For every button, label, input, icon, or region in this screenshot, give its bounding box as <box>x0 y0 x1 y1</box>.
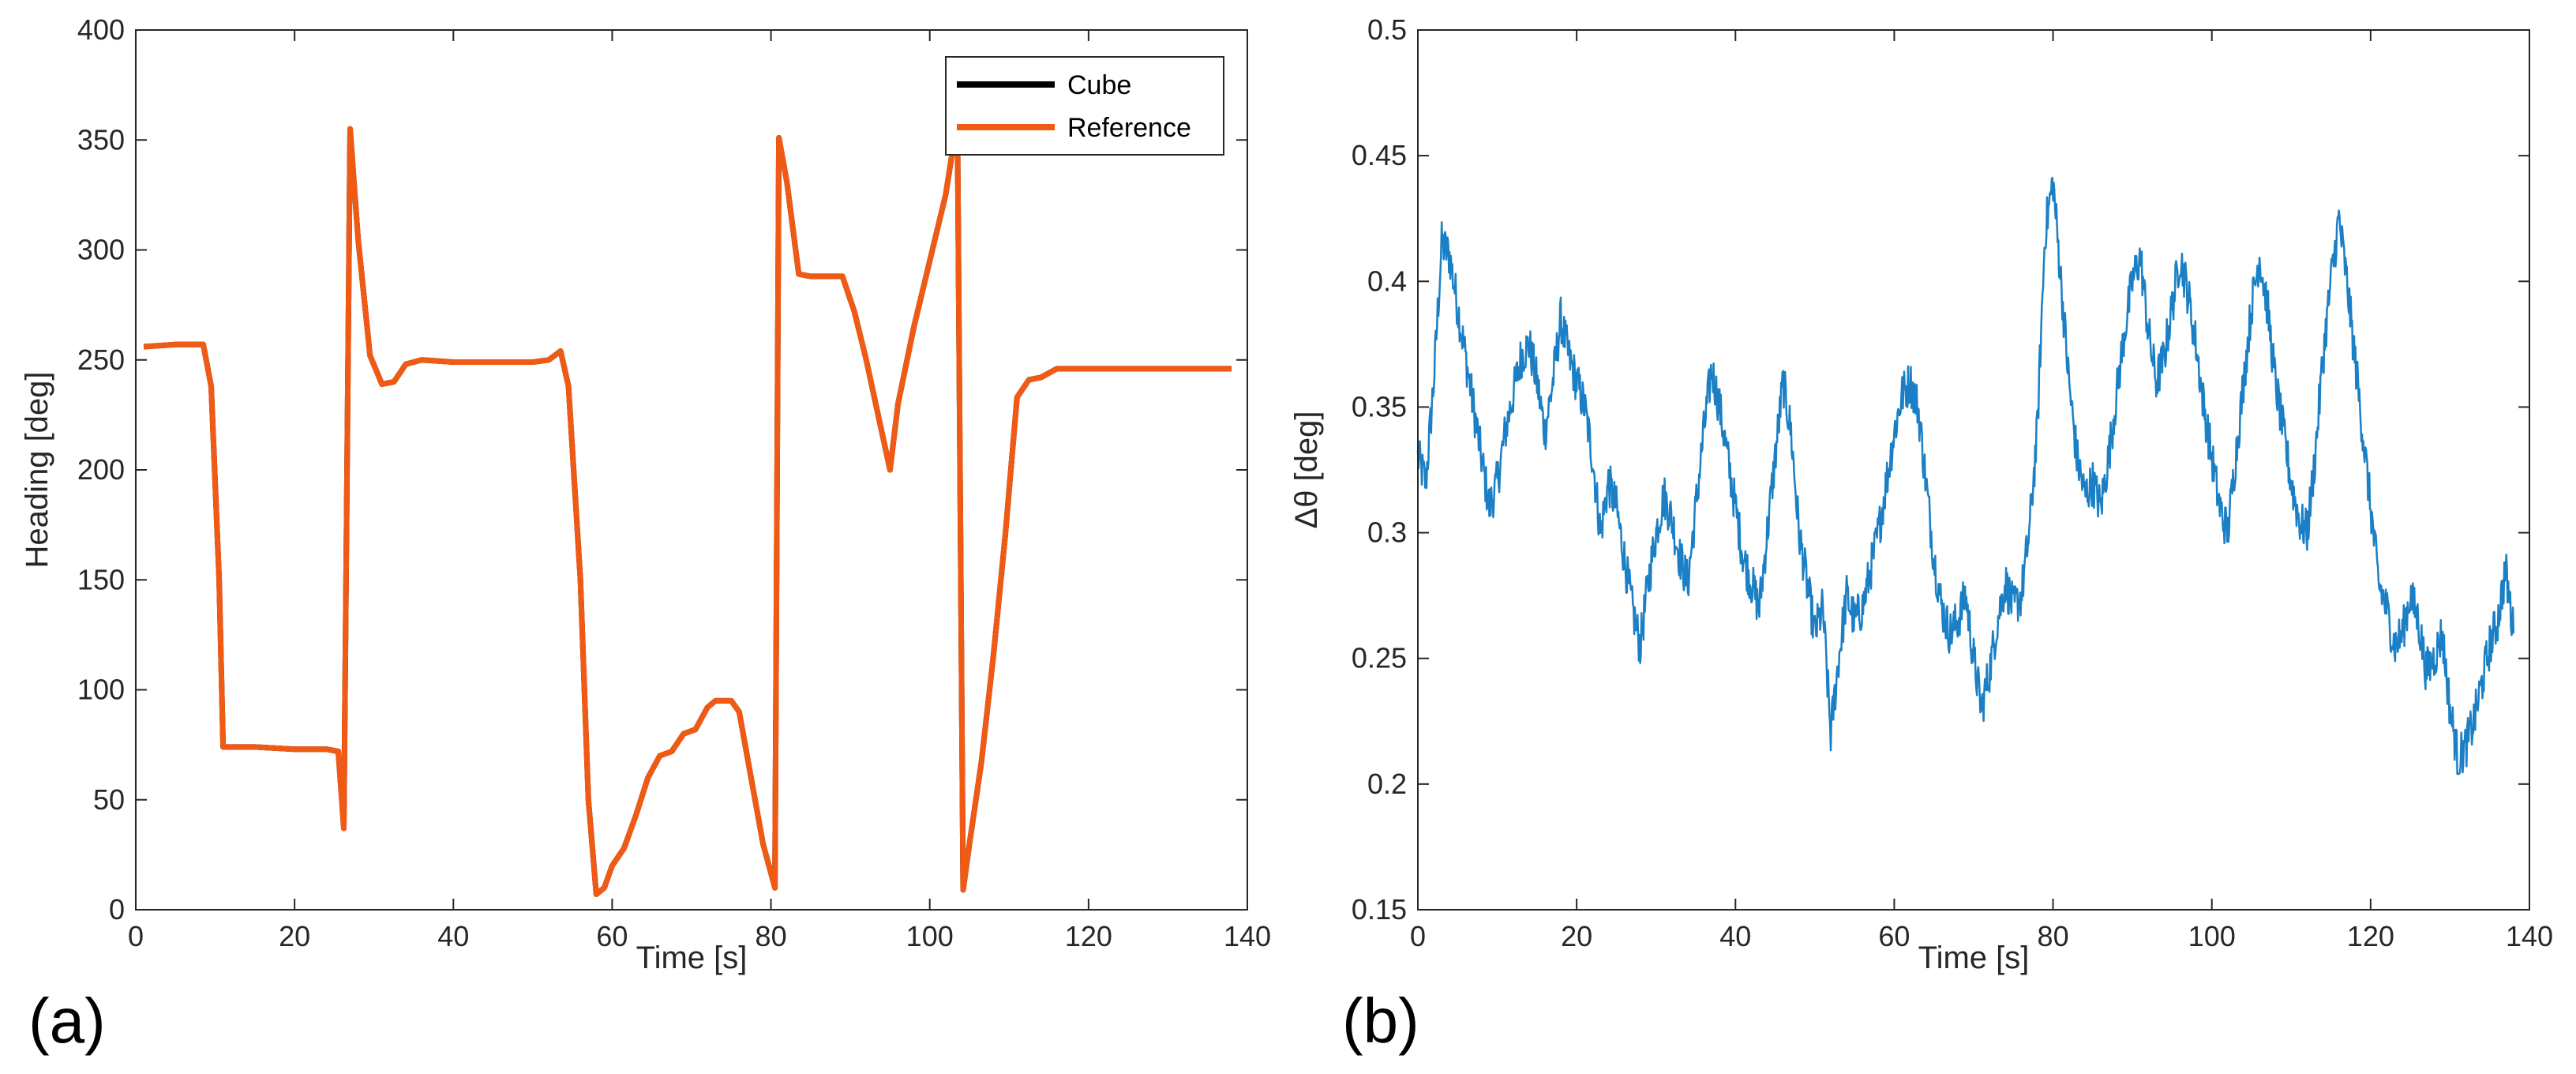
x-tick-label: 80 <box>2038 920 2069 952</box>
y-tick-label: 150 <box>77 563 125 595</box>
legend-label-cube: Cube <box>1067 70 1131 100</box>
y-tick-label: 0.5 <box>1367 13 1407 46</box>
y-tick-label: 100 <box>77 674 125 706</box>
series-layer-b <box>1416 176 2515 775</box>
x-tick-label: 0 <box>1410 920 1426 952</box>
chart-panel-a: 0 20 40 60 80 100 120 140 0 50 100 150 200 250 300 350… <box>20 13 1271 1056</box>
y-tick-label: 0.4 <box>1367 265 1407 297</box>
y-tick-label: 0 <box>109 893 125 926</box>
y-tick-label: 0.3 <box>1367 516 1407 549</box>
y-tick-label: 350 <box>77 123 125 156</box>
x-tick-label: 100 <box>2188 920 2236 952</box>
x-tick-label: 140 <box>1224 920 1271 952</box>
x-tick-label: 140 <box>2506 920 2553 952</box>
x-tick-label: 100 <box>906 920 954 952</box>
legend-box <box>945 56 1224 156</box>
y-axis-ticks-a: 0 50 100 150 200 250 300 350 400 <box>77 13 1247 926</box>
axes-box-b <box>1417 29 2530 911</box>
x-tick-label: 80 <box>756 920 787 952</box>
series-line-reference <box>143 126 1232 897</box>
x-tick-label: 40 <box>437 920 469 952</box>
y-tick-label: 300 <box>77 234 125 266</box>
x-tick-label: 20 <box>279 920 310 952</box>
x-axis-label-a: Time [s] <box>636 941 748 975</box>
x-tick-label: 60 <box>596 920 628 952</box>
panel-label-a: (a) <box>28 986 106 1056</box>
y-axis-label-a: Heading [deg] <box>20 371 54 568</box>
x-tick-label: 20 <box>1561 920 1592 952</box>
y-axis-ticks-b: 0.15 0.2 0.25 0.3 0.35 0.4 0.45 0.5 <box>1352 13 2529 926</box>
y-tick-label: 0.25 <box>1352 642 1407 674</box>
series-layer-a <box>143 126 1232 897</box>
y-tick-label: 0.2 <box>1367 768 1407 800</box>
legend-a: Cube Reference <box>945 56 1224 156</box>
y-tick-label: 250 <box>77 344 125 376</box>
x-axis-ticks-b: 0 20 40 60 80 100 120 140 <box>1410 30 2553 952</box>
x-tick-label: 0 <box>128 920 144 952</box>
legend-label-reference: Reference <box>1067 113 1191 143</box>
x-tick-label: 40 <box>1719 920 1751 952</box>
y-tick-label: 400 <box>77 13 125 46</box>
y-tick-label: 0.15 <box>1352 893 1407 926</box>
x-tick-label: 120 <box>2347 920 2394 952</box>
x-axis-ticks-a: 0 20 40 60 80 100 120 140 <box>128 30 1271 952</box>
panel-label-b: (b) <box>1342 986 1419 1056</box>
x-tick-label: 60 <box>1878 920 1910 952</box>
x-axis-label-b: Time [s] <box>1918 941 2030 975</box>
y-axis-label-b: Δθ [deg] <box>1289 411 1324 528</box>
series-line-- <box>1416 176 2515 775</box>
y-tick-label: 0.45 <box>1352 139 1407 171</box>
y-tick-label: 200 <box>77 453 125 486</box>
x-tick-label: 120 <box>1065 920 1112 952</box>
y-tick-label: 50 <box>93 783 125 816</box>
y-tick-label: 0.35 <box>1352 390 1407 422</box>
chart-panel-b: 0 20 40 60 80 100 120 140 0.15 0.2 0.25 0.3 0.35 0.4… <box>1289 13 2553 1056</box>
